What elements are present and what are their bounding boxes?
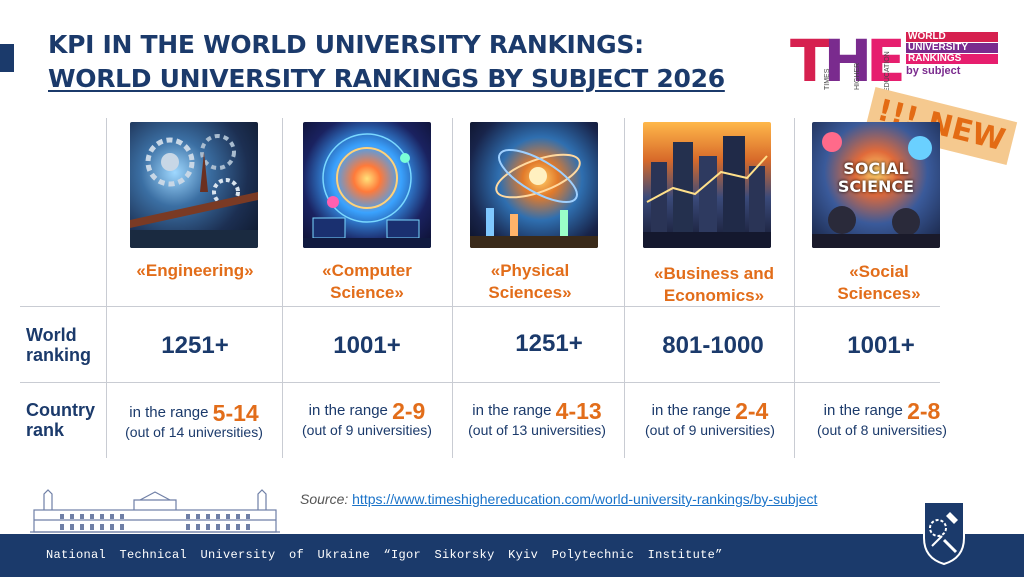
subject-name-line: «Physical [490, 261, 570, 280]
logo-vertical-times: TIMES [824, 68, 831, 90]
social-sciences-illustration: SOCIAL SCIENCE [812, 122, 940, 248]
logo-by-subject: by subject [906, 65, 961, 77]
subject-name-physical-sciences: «Physical Sciences» [445, 260, 615, 304]
range-value: 2-4 [735, 398, 769, 425]
subject-name-business-economics: «Business and Economics» [629, 263, 799, 307]
grid-line [624, 118, 625, 458]
row-header-world-ranking: World ranking [26, 325, 91, 365]
slide-title: KPI IN THE WORLD UNIVERSITY RANKINGS: WO… [48, 28, 725, 96]
range-out-of: (out of 8 universities) [817, 422, 947, 439]
engineering-illustration [130, 122, 258, 248]
logo-wordmark: WORLD UNIVERSITY RANKINGS by subject [906, 32, 998, 77]
range-prefix: in the range [129, 404, 209, 422]
range-value: 2-9 [392, 398, 426, 425]
range-value: 5-14 [212, 400, 259, 427]
row-header-line: World [26, 325, 77, 345]
subject-name-line: «Engineering» [136, 261, 254, 280]
subject-name-social-sciences: «Social Sciences» [794, 261, 964, 305]
world-ranking-engineering: 1251+ [161, 332, 229, 359]
left-accent-bar [0, 44, 14, 72]
grid-line [106, 118, 107, 458]
country-rank-engineering: in the range 5-14 (out of 14 universitie… [106, 400, 282, 441]
subject-name-line: «Business and [654, 264, 774, 283]
grid-line [282, 118, 283, 458]
range-prefix: in the range [308, 402, 388, 420]
country-rank-computer-science: in the range 2-9 (out of 9 universities) [279, 398, 455, 439]
source-label: Source: [300, 491, 349, 507]
social-science-image-label: SOCIAL SCIENCE [837, 159, 915, 196]
title-line-1: KPI IN THE WORLD UNIVERSITY RANKINGS: [48, 30, 644, 59]
range-out-of: (out of 14 universities) [125, 424, 263, 441]
range-out-of: (out of 13 universities) [468, 422, 606, 439]
logo-world: WORLD [906, 32, 998, 42]
country-rank-social-sciences: in the range 2-8 (out of 8 universities) [794, 398, 970, 439]
computer-science-illustration [303, 122, 431, 248]
range-value: 4-13 [555, 398, 602, 425]
country-rank-physical-sciences: in the range 4-13 (out of 13 universitie… [449, 398, 625, 439]
range-prefix: in the range [472, 402, 552, 420]
the-logo-letters: THE [790, 27, 906, 95]
subject-name-line: Economics» [663, 286, 765, 305]
row-header-line: ranking [26, 345, 92, 365]
subject-name-line: Science» [330, 283, 404, 302]
subject-name-line: Sciences» [837, 284, 921, 303]
subject-name-engineering: «Engineering» [110, 260, 280, 282]
source-line: Source: https://www.timeshighereducation… [300, 491, 817, 507]
the-logo: THE TIMES HIGHER EDUCATION WORLD UNIVERS… [790, 30, 1000, 94]
range-prefix: in the range [651, 402, 731, 420]
country-rank-business-economics: in the range 2-4 (out of 9 universities) [622, 398, 798, 439]
world-ranking-computer-science: 1001+ [333, 332, 401, 359]
logo-university: UNIVERSITY [906, 43, 998, 53]
physical-sciences-illustration [470, 122, 598, 248]
university-emblem-icon [923, 501, 965, 566]
range-value: 2-8 [907, 398, 941, 425]
range-prefix: in the range [823, 402, 903, 420]
row-header-line: rank [26, 420, 65, 440]
grid-line [20, 306, 940, 307]
subject-name-computer-science: «Computer Science» [282, 260, 452, 304]
grid-line [20, 382, 940, 383]
footer-bar: National Technical University of Ukraine… [0, 534, 1024, 577]
title-line-2: WORLD UNIVERSITY RANKINGS BY SUBJECT 202… [48, 64, 725, 93]
subject-name-line: Sciences» [488, 283, 572, 302]
footer-institution-name: National Technical University of Ukraine… [46, 548, 723, 562]
source-link[interactable]: https://www.timeshighereducation.com/wor… [352, 491, 818, 507]
logo-rankings: RANKINGS [906, 54, 998, 64]
university-building-icon [30, 489, 280, 533]
logo-vertical-education: EDUCATION [884, 51, 891, 92]
world-ranking-physical-sciences: 1251+ [515, 330, 583, 357]
subject-name-line: «Computer [322, 261, 412, 280]
grid-line [794, 118, 795, 458]
logo-vertical-higher: HIGHER [854, 62, 861, 90]
subject-name-line: «Social [849, 262, 909, 281]
range-out-of: (out of 9 universities) [302, 422, 432, 439]
grid-line [452, 118, 453, 458]
business-economics-illustration [643, 122, 771, 248]
world-ranking-social-sciences: 1001+ [847, 332, 915, 359]
range-out-of: (out of 9 universities) [645, 422, 775, 439]
world-ranking-business-economics: 801-1000 [662, 332, 764, 359]
row-header-line: Country [26, 400, 95, 420]
row-header-country-rank: Country rank [26, 400, 95, 440]
